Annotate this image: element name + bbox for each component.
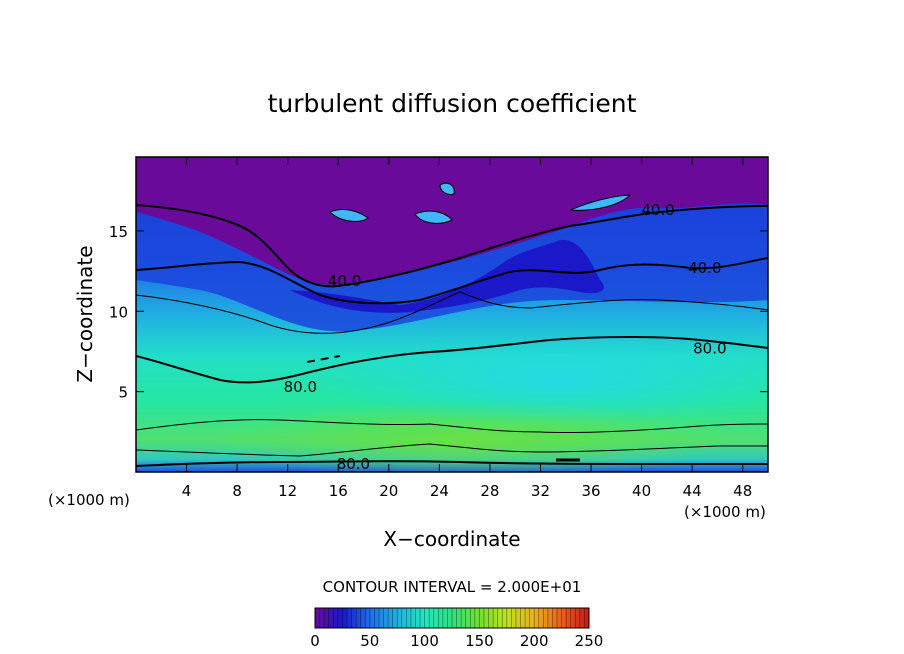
x-unit-label-left: (×1000 m) xyxy=(48,491,130,509)
contour-80-surface xyxy=(136,460,768,467)
contour-label: 80.0 xyxy=(337,455,370,473)
y-axis: 5 10 15 xyxy=(109,223,768,402)
x-tick-label: 8 xyxy=(232,482,242,500)
colorbar-tick-label: 150 xyxy=(465,632,494,650)
x-tick-label: 20 xyxy=(379,482,398,500)
x-axis: 4 8 12 16 20 24 28 32 36 40 44 48 xyxy=(182,157,752,500)
colorbar-tick-label: 200 xyxy=(520,632,549,650)
plot-frame xyxy=(135,156,769,473)
contour-interval-text: CONTOUR INTERVAL = 2.000E+01 xyxy=(323,578,582,596)
contour-dash xyxy=(306,355,341,363)
field-cyan-band xyxy=(320,335,768,425)
y-axis-label: Z−coordinate xyxy=(73,245,97,382)
contour-label: 40.0 xyxy=(641,201,674,219)
x-tick-label: 28 xyxy=(480,482,499,500)
z-unit-label-right: (×1000 m) xyxy=(684,503,766,521)
contour-labels: 40.0 40.0 40.0 80.0 80.0 80.0 xyxy=(284,201,727,473)
field-deep-blue-lobe xyxy=(290,239,604,313)
contour-label: 80.0 xyxy=(693,339,726,357)
field-cyan-pocket-4 xyxy=(569,194,632,211)
colorbar: 0 50 100 150 200 250 xyxy=(310,607,604,650)
x-tick-label: 48 xyxy=(733,482,752,500)
x-tick-label: 4 xyxy=(182,482,192,500)
contour-40-lower xyxy=(136,291,768,334)
chart-title: turbulent diffusion coefficient xyxy=(268,89,637,118)
x-tick-label: 40 xyxy=(632,482,651,500)
colorbar-tick-label: 0 xyxy=(310,632,320,650)
field-cyan-pocket-1 xyxy=(329,209,369,222)
x-tick-label: 24 xyxy=(430,482,449,500)
colorbar-tick-label: 100 xyxy=(410,632,439,650)
x-tick-label: 36 xyxy=(581,482,600,500)
contour-label: 40.0 xyxy=(328,272,361,290)
x-tick-label: 12 xyxy=(278,482,297,500)
contour-80-minor xyxy=(136,443,768,457)
field-cyan-pocket-3 xyxy=(439,182,455,195)
contour-label: 80.0 xyxy=(284,378,317,396)
contour-label: 40.0 xyxy=(688,259,721,277)
contour-80-upper xyxy=(136,336,768,384)
x-tick-label: 44 xyxy=(683,482,702,500)
y-tick-label: 5 xyxy=(118,384,128,402)
field-cyan-pocket-2 xyxy=(414,210,453,224)
field-purple-top xyxy=(136,157,768,285)
x-tick-label: 16 xyxy=(329,482,348,500)
contour-40-mid xyxy=(136,257,768,305)
colorbar-tick-label: 50 xyxy=(360,632,379,650)
x-tick-label: 32 xyxy=(531,482,550,500)
x-axis-label: X−coordinate xyxy=(383,527,520,551)
plot-area: 40.0 40.0 40.0 80.0 80.0 80.0 xyxy=(136,157,768,473)
contour-40-upper xyxy=(136,204,768,288)
y-tick-label: 15 xyxy=(109,223,128,241)
colorbar-tick-label: 250 xyxy=(575,632,604,650)
y-tick-label: 10 xyxy=(109,303,128,321)
contour-80-lower xyxy=(136,419,768,434)
